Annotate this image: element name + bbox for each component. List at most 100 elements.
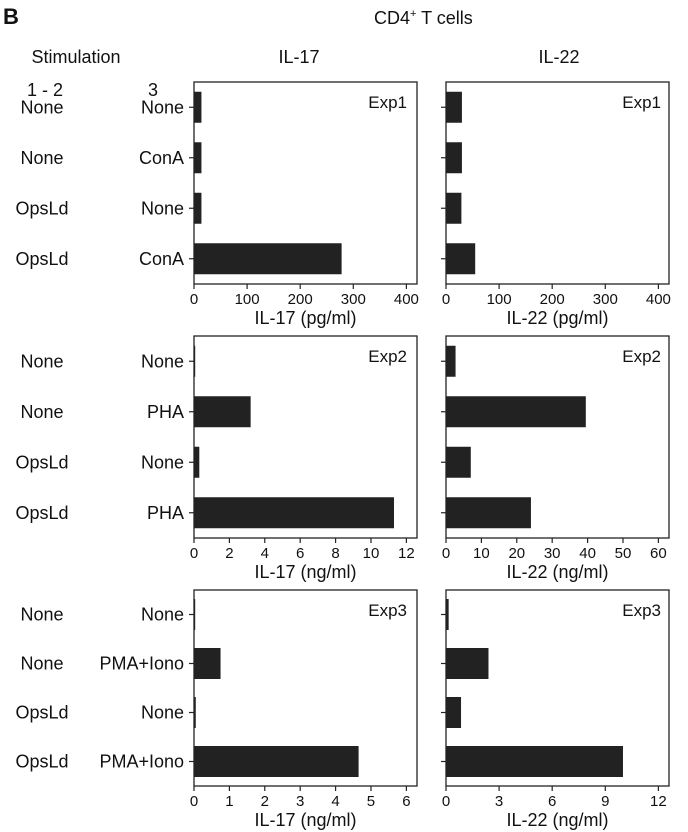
panel-exp2-il17: 0 2 4 6 8 10 12 IL-17 (ng/ml) Exp2	[189, 335, 418, 582]
col1-header: 1 - 2	[27, 80, 63, 100]
x-tick-label: 200	[288, 291, 313, 308]
x-tick-label: 6	[402, 793, 410, 810]
x-tick-label: 0	[190, 793, 198, 810]
panel-exp3-il22: 0 3 6 9 12 IL-22 (ng/ml) Exp3	[441, 589, 670, 830]
il22-header: IL-22	[538, 47, 579, 67]
bar-3	[194, 446, 200, 478]
x-axis-label: IL-17 (pg/ml)	[254, 308, 356, 328]
row-label-stim3: None	[141, 351, 184, 371]
row-label-stim12: None	[20, 351, 63, 371]
x-axis-label: IL-22 (pg/ml)	[506, 308, 608, 328]
bar-2	[446, 396, 586, 428]
x-tick-label: 2	[225, 545, 233, 562]
experiment-label: Exp2	[622, 347, 661, 366]
bar-1	[194, 91, 202, 123]
bar-3	[446, 192, 462, 224]
x-tick-label: 8	[331, 545, 339, 562]
x-tick-label: 30	[544, 545, 561, 562]
x-tick-label: 6	[548, 793, 556, 810]
panel-exp1-il22: 0 100 200 300 400 IL-22 (pg/ml) Exp1	[441, 81, 671, 328]
row-label-stim12: None	[20, 654, 63, 674]
row-label-stim3: None	[141, 605, 184, 625]
experiment-label: Exp1	[368, 93, 407, 112]
plot-frame	[445, 81, 670, 285]
x-tick-label: 0	[190, 291, 198, 308]
x-tick-label: 400	[646, 291, 671, 308]
bar-2	[446, 648, 489, 679]
row-label-stim12: None	[20, 97, 63, 117]
x-axis-label: IL-22 (ng/ml)	[506, 562, 608, 582]
bar-2	[194, 142, 202, 174]
bar-3	[446, 446, 471, 478]
x-tick-label: 4	[331, 793, 339, 810]
bar-3	[194, 697, 196, 728]
row-label-stim12: None	[20, 605, 63, 625]
row-label-stim3: None	[141, 703, 184, 723]
x-tick-label: 12	[398, 545, 415, 562]
experiment-label: Exp3	[622, 601, 661, 620]
x-tick-label: 0	[442, 793, 450, 810]
plot-frame	[445, 335, 670, 539]
row-label-stim3: PMA+Iono	[99, 654, 184, 674]
x-tick-label: 100	[487, 291, 512, 308]
row-label-stim12: None	[20, 148, 63, 168]
x-tick-label: 20	[508, 545, 525, 562]
row-label-stim12: OpsLd	[15, 503, 68, 523]
bar-4	[194, 497, 394, 529]
x-tick-label: 40	[579, 545, 596, 562]
plot-frame	[445, 589, 670, 787]
il17-header: IL-17	[278, 47, 319, 67]
stimulation-label: Stimulation	[31, 47, 120, 67]
row-label-stim3: ConA	[139, 148, 184, 168]
x-tick-label: 200	[540, 291, 565, 308]
plot-frame	[193, 589, 418, 787]
bar-1	[194, 599, 196, 630]
bar-1	[446, 599, 449, 630]
bar-1	[446, 345, 456, 377]
bar-3	[194, 192, 202, 224]
x-tick-label: 1	[225, 793, 233, 810]
panel-exp2-il22: 0 10 20 30 40 50 60 IL-22 (ng/ml) Exp2	[441, 335, 670, 582]
bar-2	[194, 396, 251, 428]
experiment-label: Exp1	[622, 93, 661, 112]
panel-exp3-il17: 0 1 2 3 4 5 6 IL-17 (ng/ml) Exp3	[189, 589, 418, 830]
panel-letter: B	[3, 4, 19, 29]
row-label-stim3: None	[141, 198, 184, 218]
x-tick-label: 0	[442, 291, 450, 308]
row-label-stim12: OpsLd	[15, 249, 68, 269]
row-label-stim3: None	[141, 452, 184, 472]
bar-2	[194, 648, 221, 679]
bar-1	[194, 345, 196, 377]
bar-4	[446, 243, 476, 275]
x-tick-label: 3	[495, 793, 503, 810]
x-tick-label: 50	[615, 545, 632, 562]
experiment-label: Exp3	[368, 601, 407, 620]
bar-2	[446, 142, 462, 174]
row-label-stim3: PHA	[147, 402, 184, 422]
bar-4	[194, 746, 359, 777]
bar-4	[446, 746, 623, 777]
x-axis-label: IL-17 (ng/ml)	[254, 810, 356, 830]
x-tick-label: 2	[261, 793, 269, 810]
x-tick-label: 10	[473, 545, 490, 562]
x-tick-label: 12	[650, 793, 667, 810]
plot-frame	[193, 81, 418, 285]
x-tick-label: 100	[235, 291, 260, 308]
x-tick-label: 300	[593, 291, 618, 308]
row-label-stim12: OpsLd	[15, 703, 68, 723]
experiment-label: Exp2	[368, 347, 407, 366]
x-tick-label: 4	[261, 545, 269, 562]
x-tick-label: 5	[367, 793, 375, 810]
x-tick-label: 10	[363, 545, 380, 562]
x-tick-label: 6	[296, 545, 304, 562]
figure-title: CD4+ T cells	[374, 8, 473, 28]
bar-4	[446, 497, 531, 529]
x-tick-label: 0	[442, 545, 450, 562]
x-axis-label: IL-22 (ng/ml)	[506, 810, 608, 830]
x-axis-label: IL-17 (ng/ml)	[254, 562, 356, 582]
row-label-stim3: PHA	[147, 503, 184, 523]
x-tick-label: 60	[650, 545, 667, 562]
x-tick-label: 9	[601, 793, 609, 810]
